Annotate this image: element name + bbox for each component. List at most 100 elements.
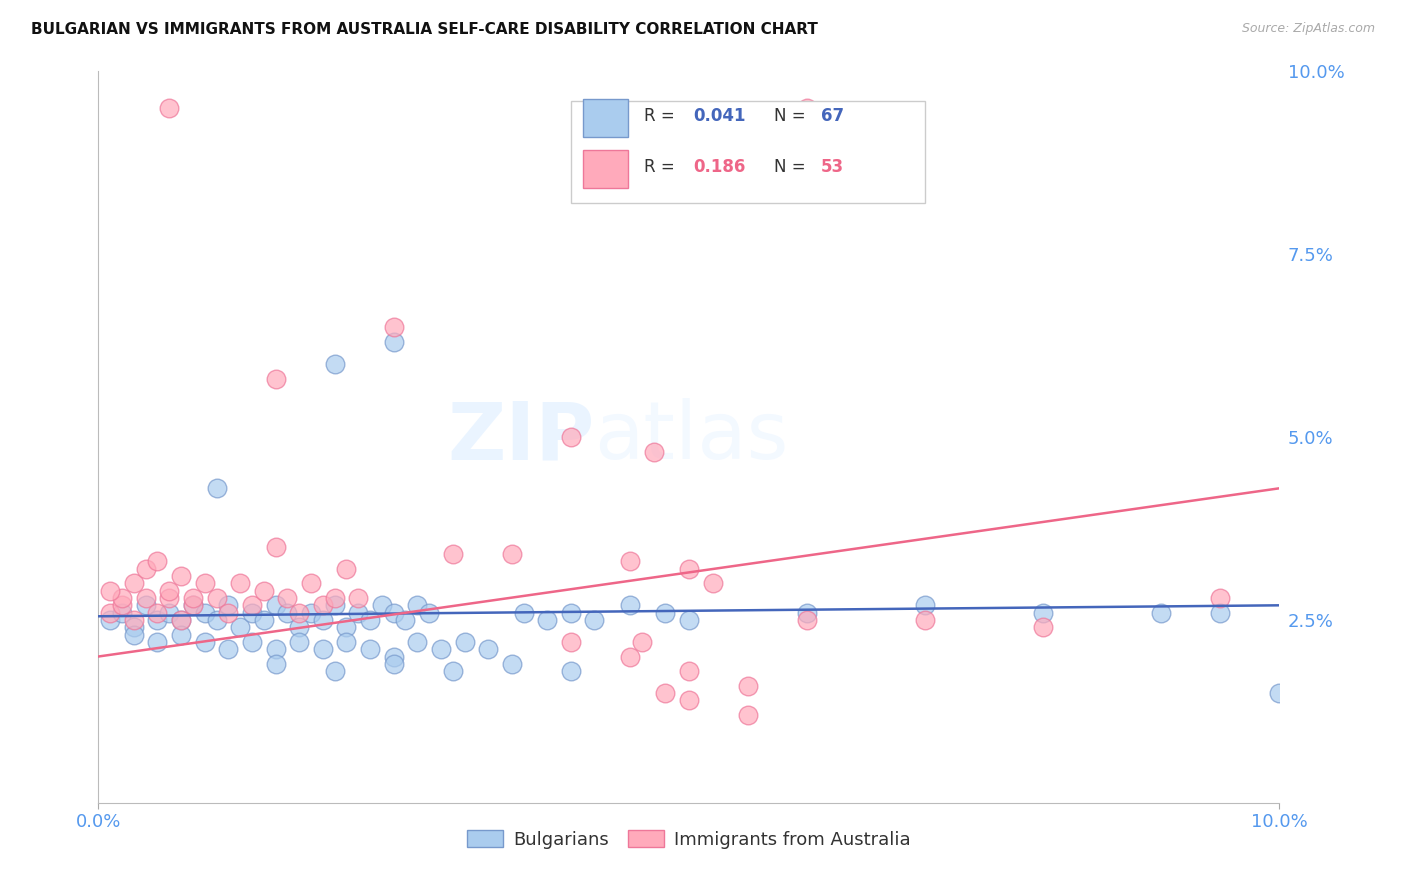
Point: [678, 613, 700, 627]
Point: [122, 576, 145, 591]
Point: [135, 562, 157, 576]
Point: [146, 606, 169, 620]
Point: [264, 371, 287, 385]
Point: [501, 657, 523, 671]
Point: [382, 320, 405, 334]
Point: [217, 606, 239, 620]
Point: [253, 613, 276, 627]
Point: [359, 642, 381, 657]
Point: [560, 664, 582, 678]
Point: [347, 606, 370, 620]
Point: [135, 591, 157, 605]
Point: [264, 540, 287, 554]
Point: [276, 606, 298, 620]
Point: [229, 576, 252, 591]
Point: [299, 606, 322, 620]
Point: [643, 444, 665, 458]
Point: [406, 635, 429, 649]
Point: [323, 357, 346, 371]
Point: [406, 599, 429, 613]
Point: [1268, 686, 1291, 700]
Point: [1209, 606, 1232, 620]
Point: [796, 613, 818, 627]
Legend: Bulgarians, Immigrants from Australia: Bulgarians, Immigrants from Australia: [460, 823, 918, 856]
Point: [382, 334, 405, 349]
Point: [560, 635, 582, 649]
Point: [170, 569, 193, 583]
Point: [654, 686, 676, 700]
Text: atlas: atlas: [595, 398, 789, 476]
Point: [181, 599, 204, 613]
Point: [560, 430, 582, 444]
Point: [678, 562, 700, 576]
Point: [1209, 591, 1232, 605]
Point: [170, 627, 193, 641]
Point: [323, 591, 346, 605]
Point: [229, 620, 252, 634]
Point: [205, 591, 228, 605]
Text: N =: N =: [773, 107, 811, 125]
Point: [157, 101, 180, 115]
Point: [181, 599, 204, 613]
Point: [217, 642, 239, 657]
Point: [253, 583, 276, 598]
Text: Source: ZipAtlas.com: Source: ZipAtlas.com: [1241, 22, 1375, 36]
Text: N =: N =: [773, 158, 811, 177]
Point: [1150, 606, 1173, 620]
Point: [737, 679, 759, 693]
Point: [382, 649, 405, 664]
Point: [914, 599, 936, 613]
Point: [98, 606, 121, 620]
FancyBboxPatch shape: [582, 150, 627, 188]
Point: [288, 620, 311, 634]
Point: [181, 591, 204, 605]
FancyBboxPatch shape: [571, 101, 925, 203]
Point: [441, 664, 464, 678]
Point: [536, 613, 558, 627]
Point: [264, 599, 287, 613]
Text: R =: R =: [644, 107, 681, 125]
Point: [170, 613, 193, 627]
Point: [111, 599, 134, 613]
Text: 67: 67: [821, 107, 845, 125]
Point: [737, 708, 759, 723]
Point: [335, 620, 357, 634]
Point: [1032, 606, 1054, 620]
Text: 0.186: 0.186: [693, 158, 747, 177]
Point: [560, 606, 582, 620]
Point: [678, 693, 700, 707]
Point: [512, 606, 534, 620]
Point: [194, 606, 217, 620]
Point: [98, 613, 121, 627]
Point: [146, 635, 169, 649]
Point: [98, 583, 121, 598]
Point: [111, 606, 134, 620]
Point: [630, 635, 652, 649]
Point: [335, 635, 357, 649]
Point: [135, 599, 157, 613]
Point: [194, 635, 217, 649]
Point: [382, 657, 405, 671]
Point: [441, 547, 464, 561]
Point: [312, 642, 335, 657]
Point: [347, 591, 370, 605]
Point: [501, 547, 523, 561]
Point: [288, 606, 311, 620]
Point: [157, 591, 180, 605]
Point: [122, 613, 145, 627]
Text: 0.041: 0.041: [693, 107, 747, 125]
Point: [1032, 620, 1054, 634]
Text: R =: R =: [644, 158, 681, 177]
Point: [264, 657, 287, 671]
Point: [654, 606, 676, 620]
Text: BULGARIAN VS IMMIGRANTS FROM AUSTRALIA SELF-CARE DISABILITY CORRELATION CHART: BULGARIAN VS IMMIGRANTS FROM AUSTRALIA S…: [31, 22, 818, 37]
Point: [312, 613, 335, 627]
Point: [678, 664, 700, 678]
Point: [359, 613, 381, 627]
Point: [146, 613, 169, 627]
Point: [323, 599, 346, 613]
Point: [394, 613, 416, 627]
Point: [240, 606, 263, 620]
Point: [619, 599, 641, 613]
Point: [205, 481, 228, 495]
